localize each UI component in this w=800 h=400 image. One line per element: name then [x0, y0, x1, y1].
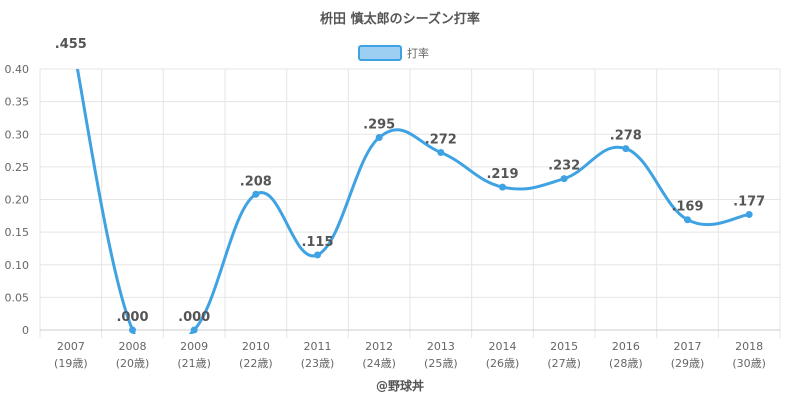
x-tick-age: (19歳)	[54, 357, 88, 370]
data-points	[129, 134, 753, 334]
x-tick-age: (30歳)	[732, 357, 766, 370]
data-point[interactable]	[745, 211, 753, 219]
x-axis: 2007 (19歳) 2008 (20歳) 2009 (21歳) 2010 (22歳) 2011…	[40, 329, 780, 370]
data-point[interactable]	[622, 145, 630, 153]
data-point[interactable]	[560, 175, 568, 183]
x-tick-age: (25歳)	[424, 357, 458, 370]
data-point[interactable]	[190, 326, 198, 334]
y-tick-label: 0.25	[5, 161, 30, 174]
x-tick-year: 2012	[365, 340, 393, 353]
y-tick-label: 0.30	[5, 128, 30, 141]
y-tick-label: 0	[22, 324, 29, 337]
data-label: .000	[116, 310, 148, 325]
y-tick-label: 0.10	[5, 259, 30, 272]
data-label: .000	[178, 310, 210, 325]
y-axis: 0 0.05 0.10 0.15 0.20 0.25 0.30 0.35 0.40	[5, 63, 30, 337]
x-tick-year: 2008	[119, 340, 147, 353]
x-tick-age: (27歳)	[547, 357, 581, 370]
data-point[interactable]	[375, 134, 383, 142]
x-tick-age: (26歳)	[486, 357, 520, 370]
x-tick-age: (21歳)	[177, 357, 211, 370]
data-point[interactable]	[684, 216, 691, 224]
x-tick-year: 2007	[57, 340, 85, 353]
chart-title: 枡田 慎太郎のシーズン打率	[320, 11, 480, 27]
data-label: .208	[240, 174, 272, 189]
data-label: .169	[671, 200, 703, 215]
data-label: .219	[486, 167, 518, 182]
x-tick-year: 2013	[427, 340, 455, 353]
x-tick-age: (24歳)	[362, 357, 396, 370]
data-point[interactable]	[129, 326, 136, 334]
y-tick-label: 0.40	[5, 63, 30, 76]
gridlines	[39, 68, 781, 338]
data-label: .278	[610, 129, 642, 144]
x-tick-age: (28歳)	[609, 357, 643, 370]
data-label: .295	[363, 118, 395, 133]
data-label: .177	[733, 195, 765, 210]
data-label: .232	[548, 159, 580, 174]
y-tick-label: 0.15	[5, 226, 30, 239]
x-tick-year: 2014	[489, 340, 517, 353]
y-tick-label: 0.35	[5, 96, 30, 109]
data-label: .455	[55, 37, 87, 52]
x-tick-age: (23歳)	[301, 357, 335, 370]
data-label: .115	[301, 235, 333, 250]
data-labels: .455 .000 .000 .208 .115 .295 .272 .219 .232 .278…	[55, 37, 765, 325]
credit: @野球丼	[376, 378, 424, 393]
data-point[interactable]	[499, 183, 506, 191]
x-tick-age: (22歳)	[239, 357, 273, 370]
legend[interactable]: 打率	[358, 45, 429, 61]
x-tick-age: (20歳)	[116, 357, 150, 370]
data-point[interactable]	[437, 149, 445, 157]
x-tick-year: 2016	[612, 340, 640, 353]
legend-label: 打率	[407, 46, 429, 60]
x-tick-year: 2011	[304, 340, 332, 353]
data-point[interactable]	[314, 251, 321, 259]
x-tick-year: 2018	[735, 340, 763, 353]
x-tick-year: 2017	[674, 340, 702, 353]
legend-swatch	[358, 45, 402, 61]
x-tick-year: 2015	[550, 340, 578, 353]
data-point[interactable]	[252, 190, 260, 198]
x-tick-year: 2010	[242, 340, 270, 353]
y-tick-label: 0.05	[5, 291, 30, 304]
data-label: .272	[425, 133, 457, 148]
x-tick-year: 2009	[180, 340, 208, 353]
x-tick-age: (29歳)	[671, 357, 705, 370]
y-tick-label: 0.20	[5, 194, 30, 207]
